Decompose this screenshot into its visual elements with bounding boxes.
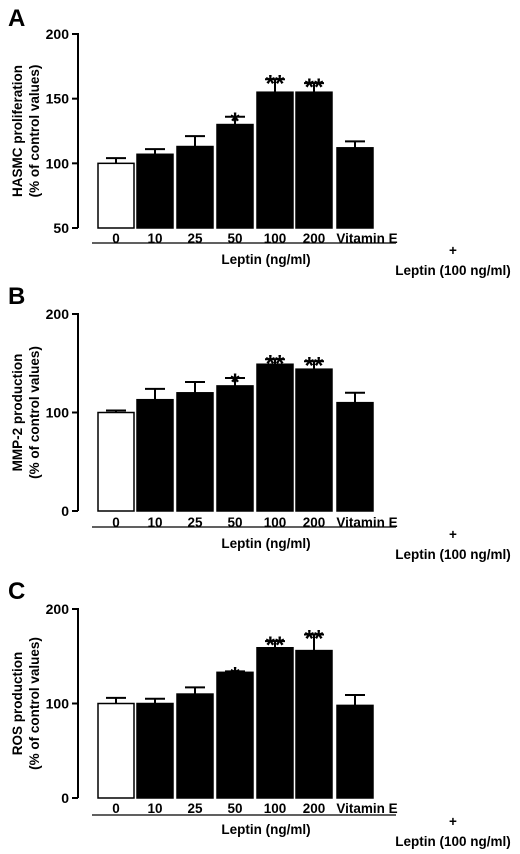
x-category-label: 10 bbox=[147, 231, 162, 246]
y-axis-label-line2: (% of control values) bbox=[27, 637, 42, 770]
x-category-label: 0 bbox=[112, 231, 120, 246]
bar bbox=[336, 704, 374, 799]
significance-marker: ** bbox=[305, 74, 324, 101]
bar bbox=[136, 398, 174, 512]
y-axis-label-line1: ROS production bbox=[10, 652, 25, 756]
bar bbox=[216, 671, 254, 799]
x-category-label: 10 bbox=[147, 801, 162, 816]
bar bbox=[216, 123, 254, 229]
x-category-label: 100 bbox=[264, 231, 287, 246]
significance-marker: ** bbox=[266, 70, 285, 97]
x-category-label: 0 bbox=[112, 515, 120, 530]
x-group-label: Leptin (ng/ml) bbox=[221, 822, 310, 837]
bar bbox=[136, 153, 174, 229]
y-tick-label: 50 bbox=[53, 220, 69, 236]
bar bbox=[136, 702, 174, 799]
y-tick-label: 0 bbox=[61, 790, 69, 806]
y-axis-label: HASMC proliferation (% of control values) bbox=[10, 65, 42, 198]
x-category-label: 10 bbox=[147, 515, 162, 530]
bar bbox=[176, 693, 214, 799]
significance-marker: ** bbox=[305, 352, 324, 379]
y-axis-label-line2: (% of control values) bbox=[27, 346, 42, 479]
bar bbox=[295, 368, 333, 512]
bar bbox=[97, 162, 135, 229]
plus-label: + bbox=[449, 527, 457, 542]
panel-letter: A bbox=[8, 5, 25, 32]
bar bbox=[97, 702, 135, 799]
y-axis-label-line1: HASMC proliferation bbox=[10, 65, 25, 197]
significance-marker: ** bbox=[266, 632, 285, 659]
y-tick-label: 100 bbox=[46, 405, 70, 421]
panel-letter: C bbox=[8, 578, 25, 605]
significance-marker: * bbox=[230, 662, 240, 689]
y-tick-label: 100 bbox=[46, 696, 70, 712]
bar bbox=[176, 145, 214, 229]
x-category-label: 50 bbox=[227, 515, 242, 530]
y-tick-label: 200 bbox=[46, 26, 70, 42]
x-category-label: Vitamin E bbox=[336, 515, 397, 530]
x-category-label: 200 bbox=[303, 231, 326, 246]
y-tick-label: 100 bbox=[46, 155, 70, 171]
x-group-label: Leptin (ng/ml) bbox=[221, 536, 310, 551]
bar bbox=[336, 401, 374, 512]
y-axis-label-line2: (% of control values) bbox=[27, 65, 42, 198]
bar bbox=[97, 411, 135, 512]
y-axis-label: ROS production (% of control values) bbox=[10, 637, 42, 770]
significance-marker: ** bbox=[266, 350, 285, 377]
plus-label: + bbox=[449, 243, 457, 258]
bar bbox=[295, 91, 333, 229]
x-category-label: 50 bbox=[227, 231, 242, 246]
x-category-label: 200 bbox=[303, 801, 326, 816]
plus-label: + bbox=[449, 814, 457, 829]
x-group-label: Leptin (ng/ml) bbox=[221, 252, 310, 267]
bar bbox=[256, 646, 294, 799]
x-category-label: Vitamin E bbox=[336, 801, 397, 816]
bar bbox=[216, 385, 254, 512]
x-category-label: 25 bbox=[187, 231, 203, 246]
x-category-label: 100 bbox=[264, 801, 287, 816]
y-tick-label: 0 bbox=[61, 503, 69, 519]
bar bbox=[256, 363, 294, 512]
x-category-label: 200 bbox=[303, 515, 326, 530]
combo-label: Leptin (100 ng/ml) bbox=[395, 263, 511, 278]
x-category-label: 0 bbox=[112, 801, 120, 816]
y-tick-label: 200 bbox=[46, 306, 70, 322]
x-category-label: 25 bbox=[187, 515, 203, 530]
y-axis-label-line1: MMP-2 production bbox=[10, 354, 25, 472]
significance-marker: * bbox=[230, 369, 240, 396]
x-category-label: 25 bbox=[187, 801, 203, 816]
bar bbox=[256, 91, 294, 229]
x-category-label: 100 bbox=[264, 515, 287, 530]
combo-label: Leptin (100 ng/ml) bbox=[395, 547, 511, 562]
bar bbox=[336, 147, 374, 229]
combo-label: Leptin (100 ng/ml) bbox=[395, 834, 511, 849]
significance-marker: ** bbox=[305, 626, 324, 653]
bar bbox=[176, 392, 214, 512]
y-tick-label: 200 bbox=[46, 601, 70, 617]
significance-marker: * bbox=[230, 108, 240, 135]
x-category-label: 50 bbox=[227, 801, 242, 816]
x-category-label: Vitamin E bbox=[336, 231, 397, 246]
panel-letter: B bbox=[8, 283, 25, 310]
bar bbox=[295, 649, 333, 799]
y-axis-label: MMP-2 production (% of control values) bbox=[10, 346, 42, 479]
y-tick-label: 150 bbox=[46, 91, 70, 107]
